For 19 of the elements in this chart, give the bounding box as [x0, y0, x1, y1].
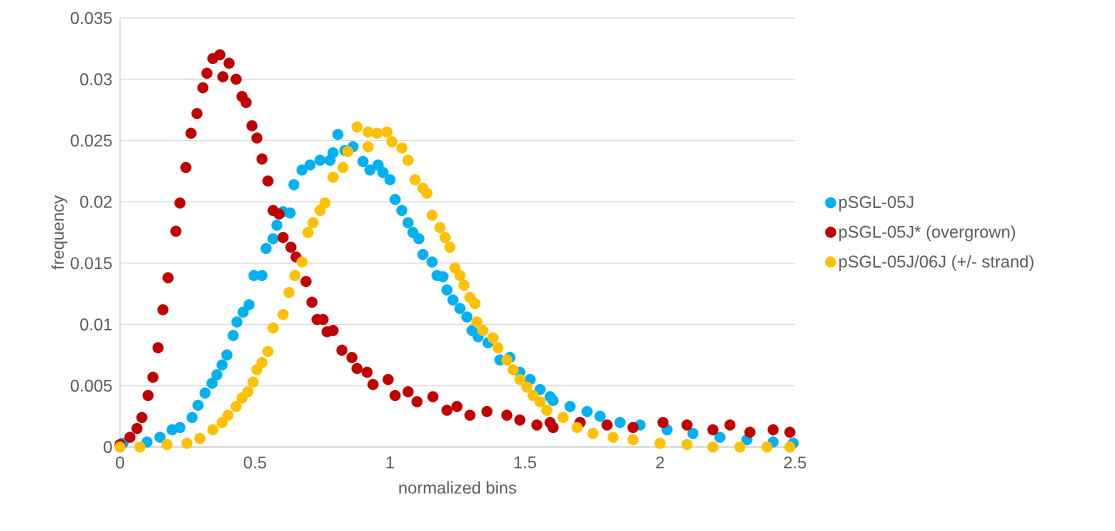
y-tick-label: 0 [103, 441, 112, 453]
x-axis-title: normalized bins [399, 481, 517, 494]
x-tick-label: 2.5 [784, 456, 807, 469]
legend-label: pSGL-05J* (overgrown) [839, 225, 1015, 242]
x-tick-label: 1 [386, 456, 394, 469]
y-tick-label: 0.03 [80, 73, 112, 86]
y-tick-label: 0.035 [70, 12, 112, 24]
y-tick-label: 0.01 [80, 318, 112, 331]
y-tick-label: 0.015 [70, 257, 112, 270]
x-tick-label: 0 [115, 456, 125, 469]
y-axis-title: frequency [51, 195, 68, 270]
legend-label: pSGL-05J [839, 196, 914, 212]
y-tick-label: 0.005 [70, 379, 112, 392]
legend-label: pSGL-05J/06J (+/- strand) [839, 255, 1034, 271]
y-tick-label: 0.02 [80, 195, 112, 208]
x-tick-label: 2 [656, 456, 664, 469]
x-tick-label: 1.5 [514, 456, 537, 469]
y-tick-label: 0.025 [70, 134, 112, 147]
x-tick-label: 0.5 [243, 456, 267, 469]
